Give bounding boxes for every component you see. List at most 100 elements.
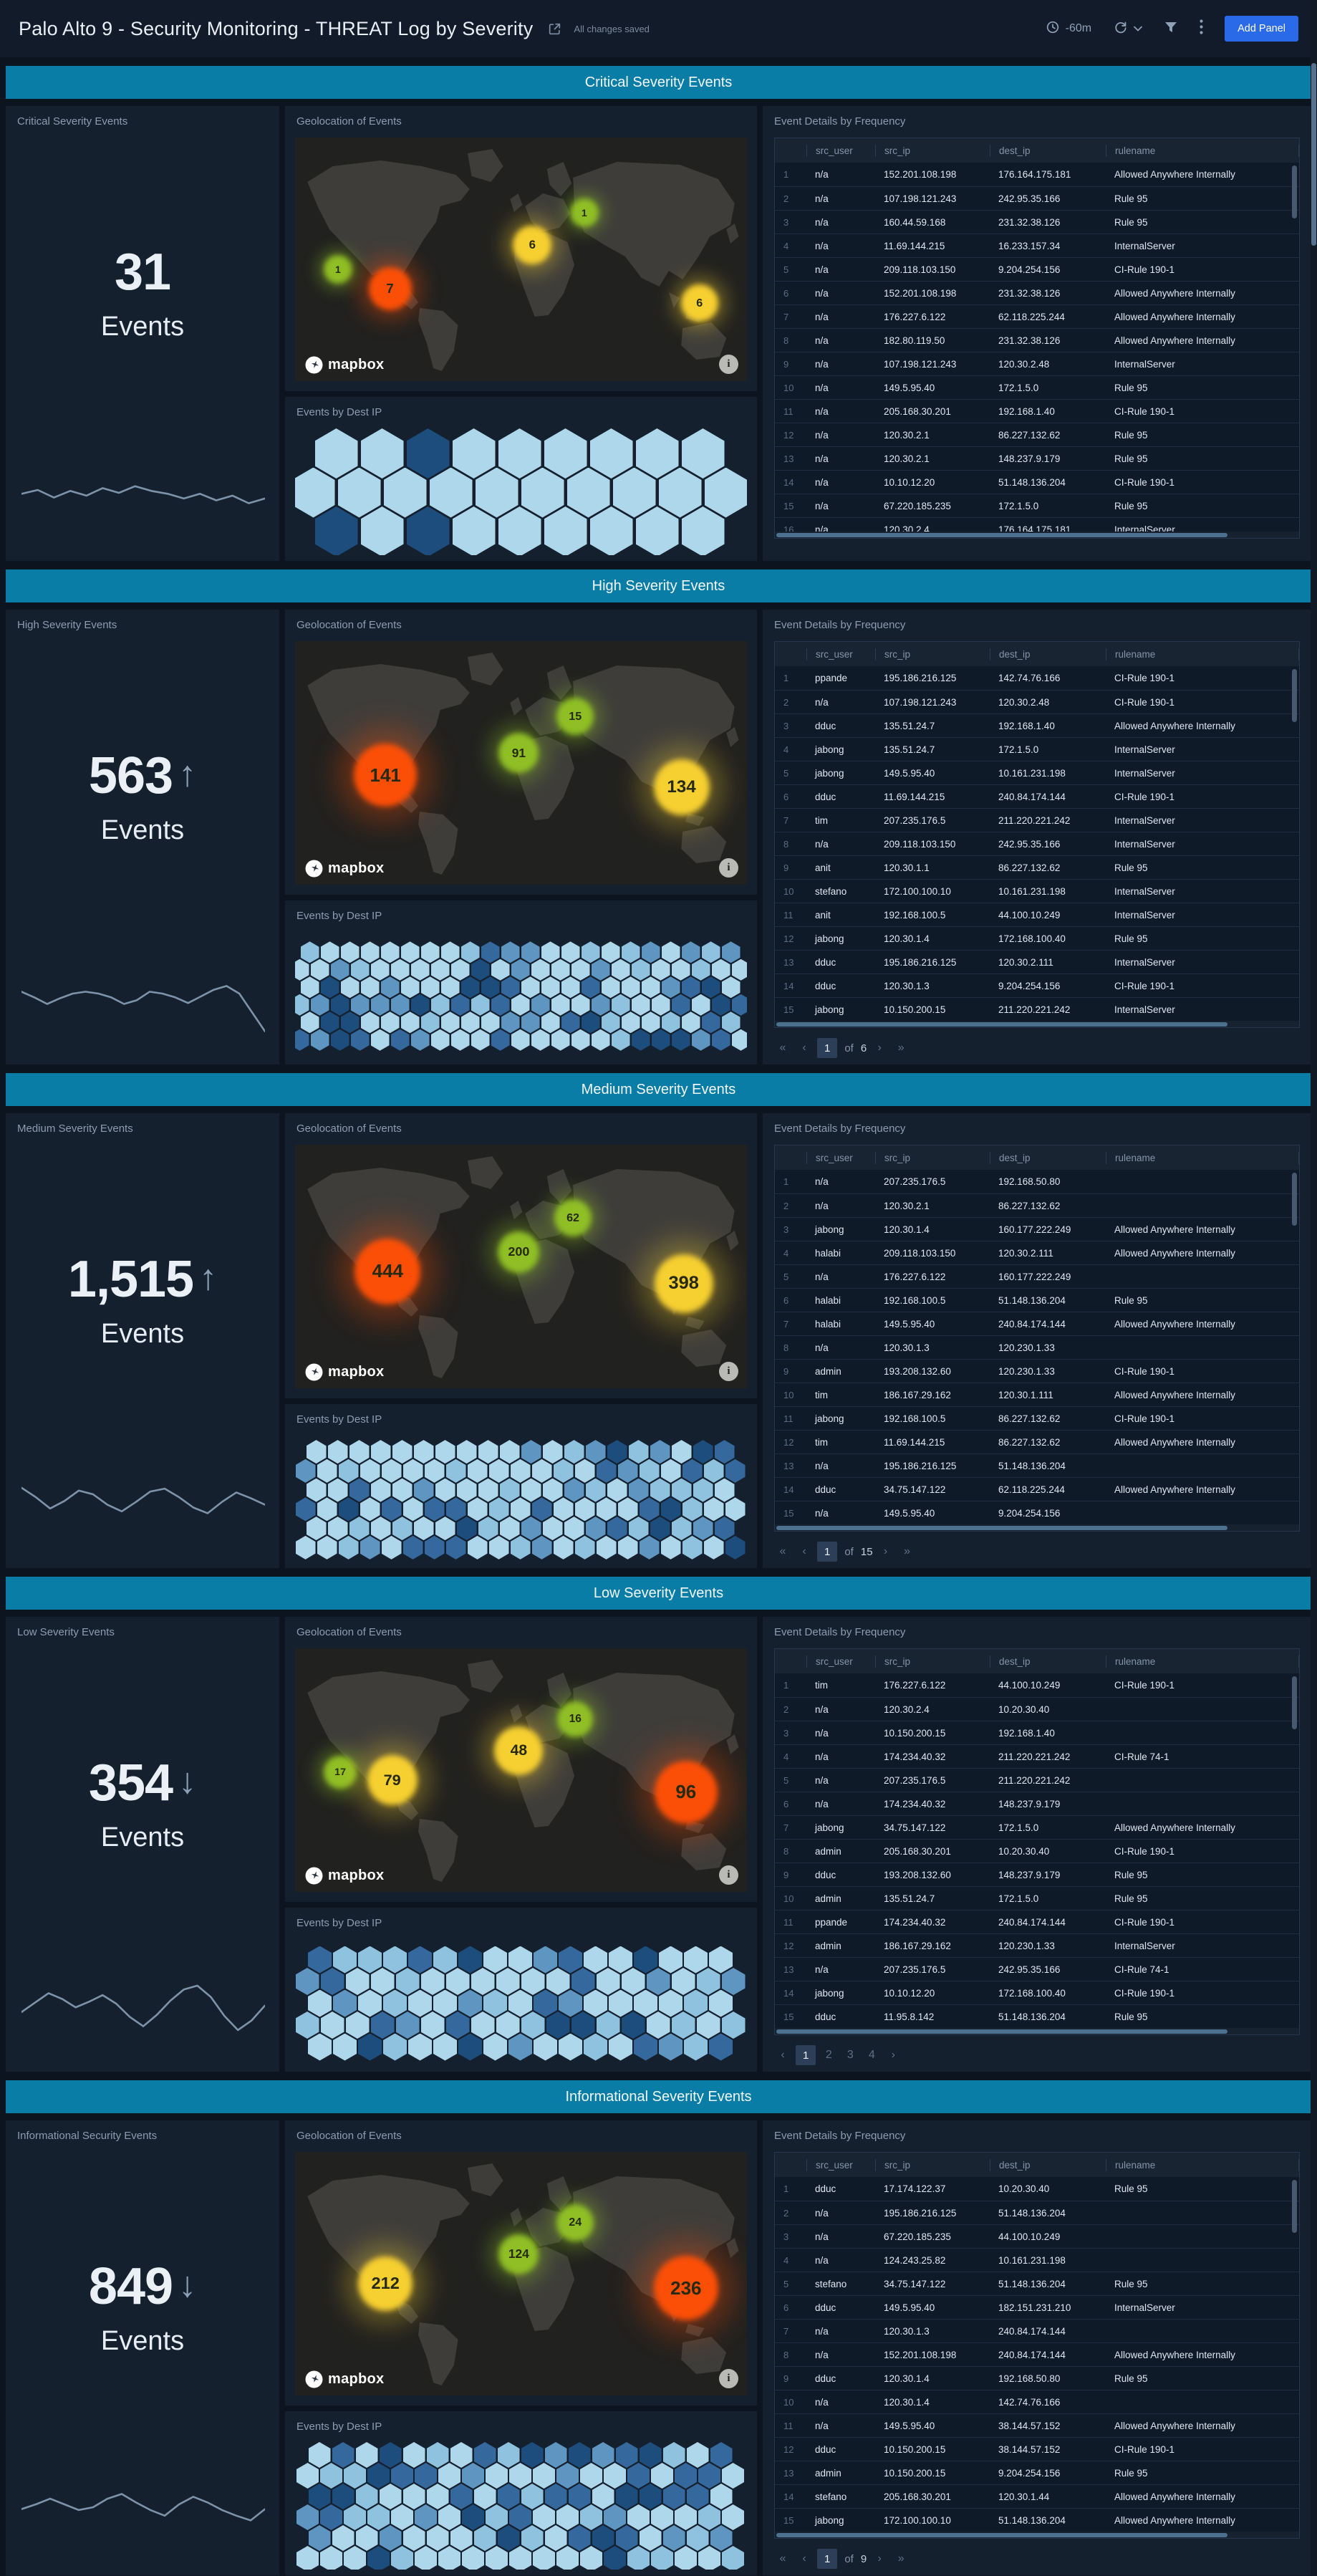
table-row[interactable]: 7 tim 207.235.176.5 211.220.221.242 Internal… (775, 808, 1299, 832)
hex-cell[interactable] (596, 1458, 617, 1483)
hex-cell[interactable] (511, 1029, 530, 1051)
hex-cell[interactable] (350, 958, 370, 981)
hex-cell[interactable] (721, 1968, 746, 1995)
hex-cell[interactable] (709, 1989, 733, 2017)
hex-cell[interactable] (661, 941, 680, 963)
map-canvas[interactable]: 1 7 6 1 6 mapbox i (295, 138, 747, 381)
table-row[interactable]: 11 n/a 149.5.95.40 38.144.57.152 Allowed Any… (775, 2413, 1299, 2437)
table-row[interactable]: 6 n/a 174.234.40.32 148.237.9.179 (775, 1792, 1299, 1815)
hex-cell[interactable] (646, 2012, 670, 2039)
map-bubble-yellow[interactable]: 6 (513, 225, 552, 264)
table-row[interactable]: 8 admin 205.168.30.201 10.20.30.40 CI-Rule 1… (775, 1839, 1299, 1863)
hex-cell[interactable] (660, 1535, 681, 1559)
hex-cell[interactable] (473, 2525, 496, 2551)
hex-cell[interactable] (721, 976, 740, 999)
hex-cell[interactable] (445, 1968, 470, 1995)
hex-cell[interactable] (491, 994, 510, 1016)
mapbox-logo[interactable]: mapbox (305, 860, 384, 878)
hex-cell[interactable] (438, 2504, 460, 2530)
hex-cell[interactable] (486, 2546, 508, 2570)
hex-cell[interactable] (521, 2525, 544, 2551)
table-row[interactable]: 2 n/a 120.30.2.1 86.227.132.62 (775, 1193, 1299, 1217)
hex-cell[interactable] (609, 2033, 632, 2061)
hex-cell[interactable] (521, 1478, 541, 1502)
map-bubble-green[interactable]: 24 (556, 2203, 594, 2241)
hex-cell[interactable] (415, 2463, 437, 2489)
last-page-button[interactable]: » (904, 1545, 910, 1557)
table-row[interactable]: 15 n/a 67.220.185.235 172.1.5.0 Rule 95 (775, 494, 1299, 517)
table-row[interactable]: 14 n/a 10.10.12.20 51.148.136.204 CI-Rule 19… (775, 470, 1299, 494)
hex-cell[interactable] (533, 2546, 555, 2570)
hex-cell[interactable] (703, 1535, 724, 1559)
map-attribution-info-icon[interactable]: i (719, 2369, 738, 2388)
hex-cell[interactable] (340, 976, 360, 999)
scrollbar-thumb[interactable] (776, 1525, 1227, 1530)
hex-cell[interactable] (592, 2484, 614, 2509)
hex-cell[interactable] (456, 1440, 477, 1464)
hex-cell[interactable] (338, 1458, 359, 1483)
hex-cell[interactable] (675, 2546, 697, 2570)
hex-cell[interactable] (611, 994, 630, 1016)
hex-cell[interactable] (450, 2525, 473, 2551)
kebab-menu-button[interactable] (1200, 19, 1203, 38)
hex-cell[interactable] (462, 2463, 484, 2489)
hex-cell[interactable] (467, 1535, 488, 1559)
first-page-button[interactable]: « (779, 1042, 786, 1054)
hex-cell[interactable] (491, 958, 510, 981)
hex-cell[interactable] (426, 2525, 449, 2551)
hex-cell[interactable] (541, 976, 560, 999)
hex-cell[interactable] (658, 467, 702, 518)
hex-cell[interactable] (511, 958, 530, 981)
hex-cell[interactable] (410, 958, 430, 981)
hex-cell[interactable] (521, 2484, 544, 2509)
hex-cell[interactable] (671, 958, 690, 981)
hex-cell[interactable] (426, 2484, 449, 2509)
share-icon[interactable] (547, 21, 562, 37)
hex-cell[interactable] (435, 1478, 455, 1502)
hex-cell[interactable] (478, 1517, 498, 1541)
column-header-dest_ip[interactable]: dest_ip (990, 144, 1106, 157)
hex-cell[interactable] (426, 2442, 449, 2468)
hex-cell[interactable] (360, 976, 380, 999)
hex-cell[interactable] (559, 1989, 582, 2017)
scrollbar-thumb[interactable] (776, 2532, 1227, 2537)
hex-cell[interactable] (390, 958, 410, 981)
column-header-rulename[interactable]: rulename (1106, 1655, 1299, 1668)
hex-cell[interactable] (698, 2504, 720, 2530)
map-bubble-orange[interactable]: 236 (653, 2256, 718, 2321)
hex-cell[interactable] (392, 1517, 413, 1541)
hex-cell[interactable] (330, 958, 349, 981)
hex-cell[interactable] (585, 1517, 606, 1541)
next-page-button[interactable]: › (877, 1042, 882, 1054)
hex-cell[interactable] (627, 2504, 650, 2530)
hex-cell[interactable] (631, 958, 650, 981)
hex-cell[interactable] (671, 1029, 690, 1051)
hex-cell[interactable] (383, 1989, 407, 2017)
table-row[interactable]: 13 n/a 120.30.2.1 148.237.9.179 Rule 95 (775, 446, 1299, 470)
hex-cell[interactable] (696, 2012, 720, 2039)
hex-cell[interactable] (395, 1968, 420, 1995)
hex-cell[interactable] (628, 1440, 649, 1464)
hex-cell[interactable] (704, 467, 747, 518)
hex-cell[interactable] (604, 2546, 626, 2570)
table-horizontal-scrollbar[interactable] (775, 2028, 1299, 2034)
hex-cell[interactable] (308, 1989, 332, 2017)
hex-cell[interactable] (360, 428, 404, 479)
hex-cell[interactable] (533, 2463, 555, 2489)
hex-cell[interactable] (621, 941, 640, 963)
hex-cell[interactable] (392, 1478, 413, 1502)
hex-cell[interactable] (682, 1497, 703, 1522)
hex-cell[interactable] (721, 941, 740, 963)
hex-cell[interactable] (659, 1946, 682, 1974)
hex-cell[interactable] (568, 2484, 591, 2509)
hex-cell[interactable] (295, 1968, 319, 1995)
hex-cell[interactable] (607, 1440, 627, 1464)
hex-cell[interactable] (383, 1946, 407, 1974)
hex-cell[interactable] (383, 2033, 407, 2061)
table-horizontal-scrollbar[interactable] (775, 532, 1299, 538)
hex-cell[interactable] (392, 1440, 413, 1464)
hex-cell[interactable] (332, 2442, 354, 2468)
hex-cell[interactable] (486, 2463, 508, 2489)
hex-cell[interactable] (661, 1011, 680, 1034)
hex-cell[interactable] (445, 1458, 466, 1483)
